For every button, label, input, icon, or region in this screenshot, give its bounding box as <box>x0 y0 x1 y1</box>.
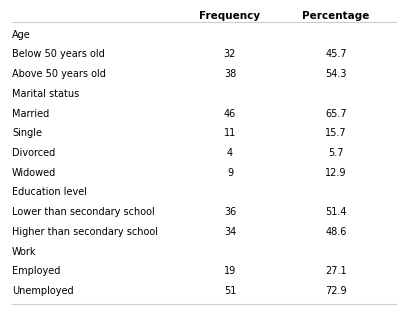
Text: 15.7: 15.7 <box>325 128 347 138</box>
Text: Above 50 years old: Above 50 years old <box>12 69 106 79</box>
Text: Unemployed: Unemployed <box>12 286 74 296</box>
Text: 5.7: 5.7 <box>328 148 344 158</box>
Text: 19: 19 <box>224 266 236 276</box>
Text: Employed: Employed <box>12 266 60 276</box>
Text: 4: 4 <box>227 148 233 158</box>
Text: 54.3: 54.3 <box>325 69 347 79</box>
Text: Percentage: Percentage <box>302 11 370 21</box>
Text: 72.9: 72.9 <box>325 286 347 296</box>
Text: Married: Married <box>12 109 49 119</box>
Text: Higher than secondary school: Higher than secondary school <box>12 227 158 237</box>
Text: 65.7: 65.7 <box>325 109 347 119</box>
Text: 51.4: 51.4 <box>325 207 347 217</box>
Text: 38: 38 <box>224 69 236 79</box>
Text: Single: Single <box>12 128 42 138</box>
Text: Divorced: Divorced <box>12 148 55 158</box>
Text: Age: Age <box>12 30 31 40</box>
Text: 48.6: 48.6 <box>325 227 347 237</box>
Text: 27.1: 27.1 <box>325 266 347 276</box>
Text: 46: 46 <box>224 109 236 119</box>
Text: Below 50 years old: Below 50 years old <box>12 49 105 59</box>
Text: Work: Work <box>12 247 36 257</box>
Text: 32: 32 <box>224 49 236 59</box>
Text: Frequency: Frequency <box>200 11 260 21</box>
Text: 12.9: 12.9 <box>325 168 347 178</box>
Text: Marital status: Marital status <box>12 89 79 99</box>
Text: Widowed: Widowed <box>12 168 56 178</box>
Text: 45.7: 45.7 <box>325 49 347 59</box>
Text: 36: 36 <box>224 207 236 217</box>
Text: 9: 9 <box>227 168 233 178</box>
Text: 11: 11 <box>224 128 236 138</box>
Text: 34: 34 <box>224 227 236 237</box>
Text: 51: 51 <box>224 286 236 296</box>
Text: Education level: Education level <box>12 187 87 198</box>
Text: Lower than secondary school: Lower than secondary school <box>12 207 155 217</box>
